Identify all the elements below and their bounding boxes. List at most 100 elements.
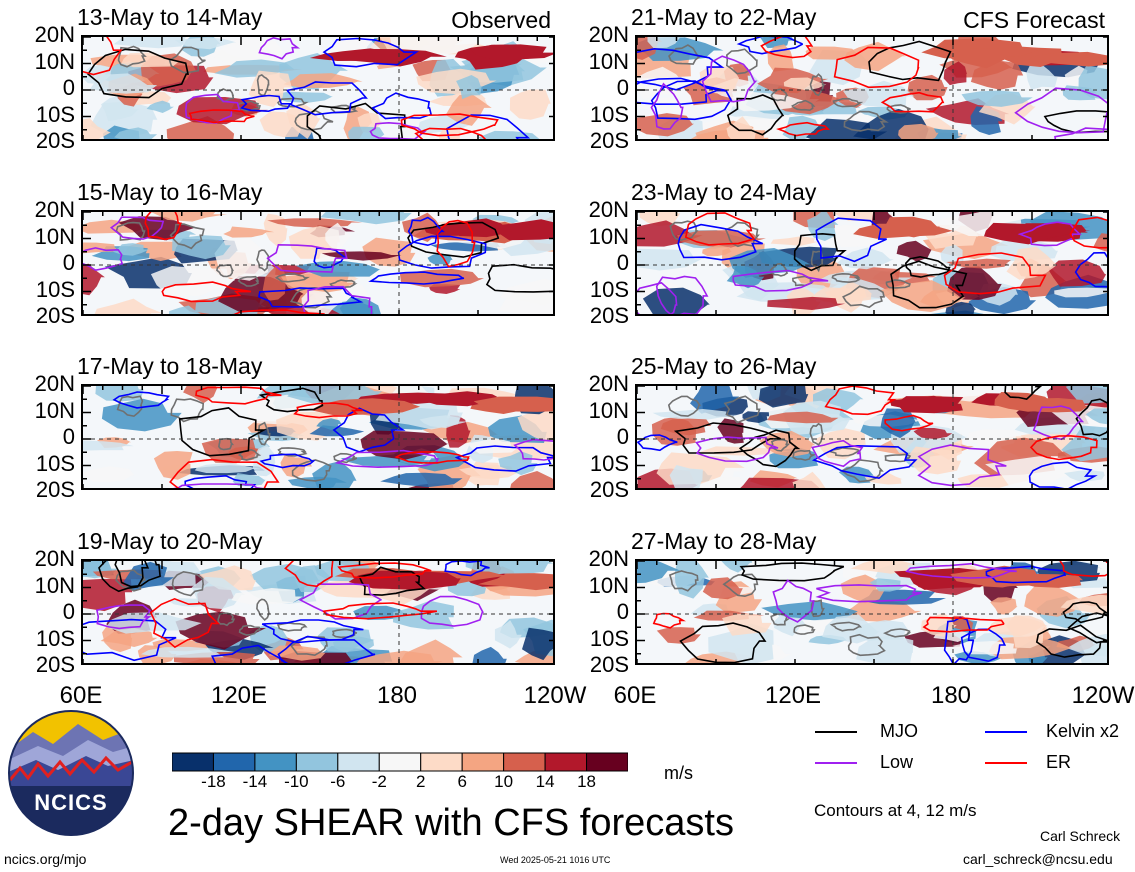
coastline — [723, 395, 761, 424]
shear-shading — [856, 635, 914, 663]
low-contour — [298, 583, 382, 620]
low-contour — [815, 584, 922, 603]
colorbar-tick-label: -18 — [201, 772, 226, 791]
lat-tick-label: 10N — [588, 572, 629, 598]
legend-line-low — [815, 762, 857, 764]
low-contour — [695, 436, 779, 463]
low-contour — [1014, 87, 1107, 134]
shear-map — [635, 384, 1109, 490]
shear-shading — [83, 440, 134, 451]
coastline — [218, 437, 234, 451]
colorbar-tick-label: 18 — [577, 772, 596, 791]
shear-shading — [101, 398, 182, 432]
er-contour — [188, 109, 255, 124]
colorbar-swatch — [212, 752, 256, 772]
shear-shading — [473, 396, 553, 412]
er-contour — [169, 458, 280, 488]
coastline — [237, 275, 260, 287]
coastline — [274, 272, 310, 283]
shear-shading — [316, 418, 342, 430]
shear-shading — [880, 408, 916, 439]
coastline — [724, 221, 760, 248]
shear-shading — [907, 74, 948, 101]
mjo-contour — [673, 422, 782, 454]
coastline — [884, 453, 912, 463]
kelvin-contour — [322, 37, 420, 68]
lat-tick-label: 10S — [35, 625, 75, 651]
lon-tick-label: 60E — [613, 682, 657, 709]
shear-shading — [758, 386, 809, 408]
shear-shading — [869, 578, 907, 592]
shear-shading — [83, 578, 133, 612]
shear-shading — [393, 600, 454, 630]
shear-shading — [231, 588, 303, 605]
ncics-logo: NCICS — [8, 710, 134, 836]
lat-tick-label: 20S — [35, 303, 75, 328]
kelvin-contour — [211, 644, 288, 663]
low-contour — [266, 243, 348, 273]
lat-tick-label: 20N — [588, 22, 629, 47]
mjo-contour — [178, 407, 267, 457]
colorbar-tick-label: -2 — [371, 772, 387, 791]
mjo-contour — [739, 562, 845, 582]
kelvin-contour — [240, 94, 292, 113]
kelvin-contour — [985, 565, 1067, 584]
shear-shading — [175, 611, 267, 650]
legend-label-low: Low — [880, 752, 914, 772]
shear-shading — [172, 235, 231, 260]
shear-shading — [1048, 259, 1107, 287]
shear-shading — [885, 216, 940, 238]
shear-shading — [838, 466, 874, 484]
shear-shading — [836, 247, 894, 270]
lat-tick-label: 10N — [34, 572, 75, 598]
shear-shading — [325, 222, 353, 253]
shear-shading — [1084, 117, 1107, 135]
legend-line-er — [985, 762, 1027, 764]
shear-shading — [146, 100, 174, 113]
lat-tick-label: 10S — [589, 276, 629, 302]
shear-shading — [1054, 287, 1107, 298]
shear-shading — [498, 451, 538, 476]
low-contour — [83, 247, 124, 272]
mjo-contour — [1004, 386, 1043, 400]
er-contour — [337, 562, 432, 579]
colorbar-swatch — [544, 752, 588, 772]
low-contour — [637, 281, 678, 314]
colorbar — [172, 752, 628, 772]
panel-tag: CFS Forecast — [963, 7, 1105, 33]
shear-shading — [214, 238, 269, 281]
coastline — [168, 46, 206, 74]
lat-tick-label: 10N — [588, 48, 629, 74]
shear-shading — [259, 111, 303, 138]
coastline — [291, 459, 332, 482]
coastline — [115, 569, 146, 592]
lat-tick-label: 0 — [616, 424, 629, 449]
shear-shading — [770, 236, 820, 246]
lat-tick-label: 10S — [35, 450, 75, 476]
colorbar-swatch — [172, 752, 214, 772]
colorbar-tick-label: 2 — [415, 772, 426, 791]
kelvin-contour — [257, 287, 364, 308]
er-contour — [684, 212, 756, 246]
coastline — [809, 422, 824, 446]
coastline — [668, 570, 699, 592]
er-contour — [922, 616, 1005, 633]
shear-map — [635, 559, 1109, 665]
low-contour — [95, 604, 152, 630]
kelvin-contour — [943, 616, 975, 663]
er-contour — [83, 37, 123, 76]
shear-shading — [346, 49, 447, 67]
lat-tick-label: 10N — [588, 397, 629, 423]
kelvin-contour — [83, 618, 177, 662]
lat-tick-label: 20S — [35, 652, 75, 677]
panel-date: 19-May to 20-May — [77, 528, 263, 554]
coastline — [257, 421, 271, 446]
lat-tick-label: 20N — [588, 371, 629, 396]
shear-shading — [907, 446, 962, 475]
low-contour — [184, 93, 241, 124]
lat-tick-label: 10S — [589, 101, 629, 127]
lat-tick-label: 0 — [616, 599, 629, 624]
mjo-contour — [1035, 624, 1107, 658]
kelvin-contour — [397, 235, 487, 269]
kelvin-contour — [368, 271, 465, 285]
